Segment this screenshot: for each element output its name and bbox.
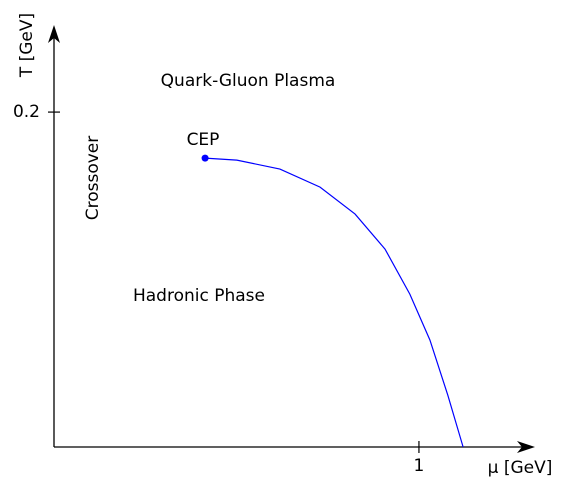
y-tick-label: 0.2 bbox=[13, 102, 40, 122]
y-axis-label: T [GeV] bbox=[17, 13, 37, 78]
phase-boundary bbox=[205, 157, 464, 448]
y-axis-arrow bbox=[48, 25, 60, 43]
annotation: Crossover bbox=[83, 136, 103, 221]
annotation: CEP bbox=[187, 130, 220, 150]
x-axis-label: μ [GeV] bbox=[488, 458, 553, 478]
annotation: Hadronic Phase bbox=[133, 286, 265, 306]
critical-end-point bbox=[201, 154, 209, 162]
x-axis-arrow bbox=[517, 441, 535, 453]
x-tick-label: 1 bbox=[414, 456, 425, 476]
annotation: Quark-Gluon Plasma bbox=[161, 71, 336, 91]
